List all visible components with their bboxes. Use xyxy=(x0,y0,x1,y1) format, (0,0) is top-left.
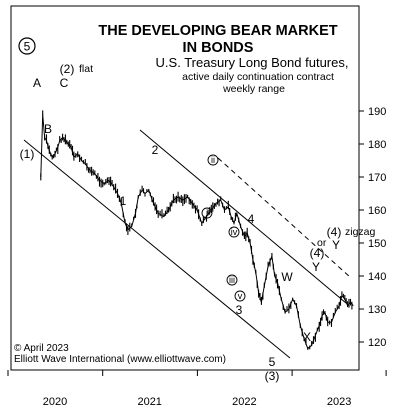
chart-title-line-1: THE DEVELOPING BEAR MARKET xyxy=(98,23,337,39)
y-tick-label: 150 xyxy=(368,238,386,250)
chart-subtitle-line-3: weekly range xyxy=(222,83,285,95)
wave-label-or: or xyxy=(317,237,327,249)
wave-iv-circle xyxy=(228,226,240,238)
chart-title-line-2: IN BONDS xyxy=(183,40,254,56)
y-tick-label: 140 xyxy=(368,271,386,283)
wave-label-X: X xyxy=(303,330,311,344)
upper-channel-line xyxy=(139,129,347,304)
wave-label-Y-alt: Y xyxy=(332,238,340,252)
wave-label-1-paren: (1) xyxy=(20,147,35,161)
wave-label-Y: Y xyxy=(312,260,320,274)
x-tick-label: 2021 xyxy=(137,396,161,408)
wave-label-4: 4 xyxy=(248,212,255,226)
credit-source: Elliott Wave International (www.elliottw… xyxy=(14,354,226,365)
wave-ii-circle xyxy=(207,154,219,166)
x-tick-label: 2020 xyxy=(43,396,67,408)
lower-channel-line xyxy=(23,139,291,359)
wave-label-4-paren-b: (4) xyxy=(327,225,342,239)
wave-5-circle xyxy=(18,37,36,55)
chart-subtitle-line-2: active daily continuation contract xyxy=(182,71,334,83)
wave-label-3: 3 xyxy=(236,303,243,317)
y-tick-label: 180 xyxy=(368,139,386,151)
y-tick-label: 120 xyxy=(368,337,386,349)
price-path xyxy=(40,114,354,350)
wave-label-i: i xyxy=(206,208,208,218)
wave-label-B: B xyxy=(44,122,52,136)
y-tick-label: 190 xyxy=(368,106,386,118)
wave-label-5-top: 5 xyxy=(24,40,31,54)
wave-i-circle xyxy=(201,207,213,219)
wave-label-1: 1 xyxy=(120,194,127,208)
x-tick-label: 2022 xyxy=(232,396,256,408)
chart-subtitle-line-1: U.S. Treasury Long Bond futures, xyxy=(156,55,349,70)
wave-label-2-paren: (2) xyxy=(60,62,75,76)
wave-label-3-paren: (3) xyxy=(265,369,280,383)
x-axis-ticks: 2020 2021 2022 2023 xyxy=(7,370,387,408)
wave-label-flat: flat xyxy=(79,63,93,75)
wave-label-iii: iii xyxy=(229,275,235,285)
wave-label-C: C xyxy=(60,76,69,90)
x-tick-label: 2023 xyxy=(327,396,351,408)
wave-label-ii: ii xyxy=(211,155,215,165)
wave-label-4-paren-a: (4) xyxy=(310,246,325,260)
wave-label-iv: iv xyxy=(231,227,238,237)
credit-date: © April 2023 xyxy=(14,343,69,354)
dashed-channel-line xyxy=(217,157,351,278)
wave-label-A: A xyxy=(33,76,41,90)
wave-label-v: v xyxy=(238,291,243,301)
wave-label-5: 5 xyxy=(269,355,276,369)
y-tick-label: 160 xyxy=(368,205,386,217)
wave-iii-circle xyxy=(226,274,238,286)
price-series xyxy=(40,110,354,350)
y-tick-label: 170 xyxy=(368,172,386,184)
wave-label-zigzag: zigzag xyxy=(345,226,376,238)
y-tick-label: 130 xyxy=(368,304,386,316)
wave-label-W: W xyxy=(281,270,293,284)
wave-v-circle xyxy=(234,290,246,302)
wave-label-2: 2 xyxy=(152,143,159,157)
y-axis-ticks: 120 130 140 150 160 170 180 190 xyxy=(359,106,386,349)
